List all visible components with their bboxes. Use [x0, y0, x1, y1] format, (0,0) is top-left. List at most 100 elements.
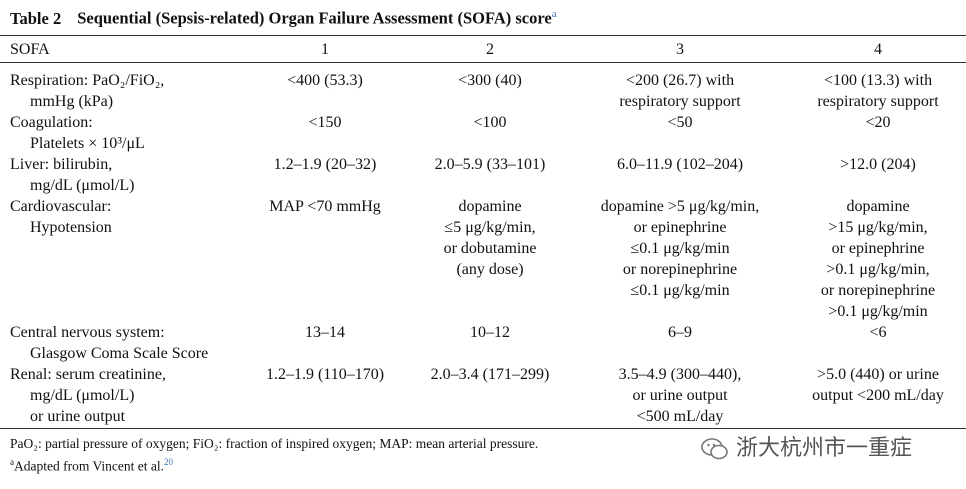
score-cell: 10–12 [410, 322, 570, 364]
source-ref: 20 [164, 457, 174, 467]
cell-line: respiratory support [817, 93, 939, 110]
cell-line: >0.1 μg/kg/min, [826, 261, 930, 278]
top-rule [0, 35, 966, 36]
table-row: Cardiovascular: Hypotension MAP <70 mmHg do… [0, 196, 966, 322]
cell-line: 3.5–4.9 (300–440), [618, 366, 742, 383]
row-label: Respiration: PaO₂/FiO₂, mmHg (kPa) [0, 62, 240, 112]
header-cell: 4 [874, 41, 882, 58]
score-cell: MAP <70 mmHg [240, 196, 410, 322]
score-cell: 1.2–1.9 (20–32) [240, 154, 410, 196]
title-text: Sequential (Sepsis-related) Organ Failur… [77, 8, 552, 28]
table-title: Table 2 Sequential (Sepsis-related) Organ… [10, 8, 557, 29]
score-cell: <100 [410, 112, 570, 154]
watermark: 浙大杭州市一重症 [700, 430, 912, 462]
header-row: SOFA 1 2 3 4 [0, 38, 966, 62]
score-cell: >5.0 (440) or urine output <200 mL/day [790, 364, 966, 427]
score-cell: 13–14 [240, 322, 410, 364]
cell-line: or dobutamine [443, 240, 537, 257]
cell-line: ≤5 μg/kg/min, [444, 219, 536, 236]
cell-line: 2.0–5.9 (33–101) [434, 156, 546, 173]
cell-line: output <200 mL/day [812, 387, 944, 404]
cell-line: ≤0.1 μg/kg/min [630, 240, 730, 257]
score-cell: <20 [790, 112, 966, 154]
cell-line: >12.0 (204) [840, 156, 916, 173]
header-cell: 1 [321, 41, 329, 58]
cell-line: 1.2–1.9 (110–170) [265, 366, 385, 383]
source-note: aAdapted from Vincent et al.20 [10, 453, 538, 476]
score-cell: 1.2–1.9 (110–170) [240, 364, 410, 427]
table-row: Central nervous system: Glasgow Coma Scal… [0, 322, 966, 364]
sofa-table: SOFA 1 2 3 4 Respiration: PaO₂/FiO₂, mmHg (kP… [0, 38, 966, 427]
score-cell: dopamine >15 μg/kg/min, or epinephrine >0.1… [790, 196, 966, 322]
score-cell: 6.0–11.9 (102–204) [570, 154, 790, 196]
score-cell: 2.0–5.9 (33–101) [410, 154, 570, 196]
label-line: mg/dL (μmol/L) [30, 177, 135, 194]
row-label: Coagulation: Platelets × 10³/μL [0, 112, 240, 154]
label-line: Liver: bilirubin, [10, 156, 113, 173]
score-cell: <50 [570, 112, 790, 154]
label-line: Respiration: PaO₂/FiO₂, [10, 72, 165, 89]
cell-line: >0.1 μg/kg/min [828, 303, 928, 320]
score-cell: <100 (13.3) with respiratory support [790, 62, 966, 112]
score-cell: <200 (26.7) with respiratory support [570, 62, 790, 112]
cell-line: or epinephrine [831, 240, 925, 257]
score-cell: 6–9 [570, 322, 790, 364]
cell-line: ≤0.1 μg/kg/min [630, 282, 730, 299]
label-line: or urine output [30, 408, 126, 425]
score-cell: >12.0 (204) [790, 154, 966, 196]
header-cell: 2 [486, 41, 494, 58]
cell-line: <200 (26.7) with [625, 72, 735, 89]
label-line: Hypotension [30, 219, 112, 236]
wechat-icon [701, 438, 728, 460]
table-row: Coagulation: Platelets × 10³/μL <150 <100 <5… [0, 112, 966, 154]
score-cell: dopamine ≤5 μg/kg/min, or dobutamine (any d… [410, 196, 570, 322]
row-label: Cardiovascular: Hypotension [0, 196, 240, 322]
cell-line: or norepinephrine [820, 282, 936, 299]
title-note: a [551, 8, 557, 20]
footnotes: PaO₂: partial pressure of oxygen; FiO₂: … [10, 434, 538, 476]
table-row: Renal: serum creatinine, mg/dL (μmol/L) or… [0, 364, 966, 427]
cell-line: 13–14 [305, 324, 345, 341]
watermark-text: 浙大杭州市一重症 [736, 436, 913, 461]
cell-line: <100 [473, 114, 507, 131]
label-line: Coagulation: [10, 114, 93, 131]
label-line: Platelets × 10³/μL [30, 135, 145, 152]
cell-line: MAP <70 mmHg [269, 198, 381, 215]
cell-line: respiratory support [619, 93, 741, 110]
header-cell: SOFA [10, 41, 50, 58]
cell-line: <100 (13.3) with [823, 72, 933, 89]
cell-line: 1.2–1.9 (20–32) [273, 156, 377, 173]
score-cell: <150 [240, 112, 410, 154]
row-label: Central nervous system: Glasgow Coma Scal… [0, 322, 240, 364]
score-cell: dopamine >5 μg/kg/min, or epinephrine ≤0.1… [570, 196, 790, 322]
cell-line: >15 μg/kg/min, [828, 219, 928, 236]
cell-line: dopamine [458, 198, 522, 215]
table-row: Respiration: PaO₂/FiO₂, mmHg (kPa) <400 (5… [0, 62, 966, 112]
bottom-rule [0, 428, 966, 429]
cell-line: dopamine >5 μg/kg/min, [600, 198, 760, 215]
cell-line: <50 [667, 114, 693, 131]
header-cell: 3 [676, 41, 684, 58]
table-row: Liver: bilirubin, mg/dL (μmol/L) 1.2–1.9 (… [0, 154, 966, 196]
cell-line: <20 [865, 114, 891, 131]
label-line: Renal: serum creatinine, [10, 366, 166, 383]
cell-line: <400 (53.3) [287, 72, 363, 89]
cell-line: <150 [308, 114, 342, 131]
cell-line: <300 (40) [458, 72, 522, 89]
cell-line: 10–12 [470, 324, 510, 341]
cell-line: (any dose) [456, 261, 524, 278]
source-mark: a [10, 457, 14, 467]
row-label: Liver: bilirubin, mg/dL (μmol/L) [0, 154, 240, 196]
abbreviations: PaO₂: partial pressure of oxygen; FiO₂: … [10, 436, 539, 451]
cell-line: 6–9 [668, 324, 692, 341]
cell-line: >5.0 (440) or urine [817, 366, 939, 383]
score-cell: 3.5–4.9 (300–440), or urine output <500 mL… [570, 364, 790, 427]
label-line: mg/dL (μmol/L) [30, 387, 135, 404]
cell-line: or epinephrine [633, 219, 727, 236]
label-line: Cardiovascular: [10, 198, 112, 215]
score-cell: <300 (40) [410, 62, 570, 112]
cell-line: <500 mL/day [636, 408, 724, 425]
cell-line: <6 [869, 324, 887, 341]
score-cell: <6 [790, 322, 966, 364]
